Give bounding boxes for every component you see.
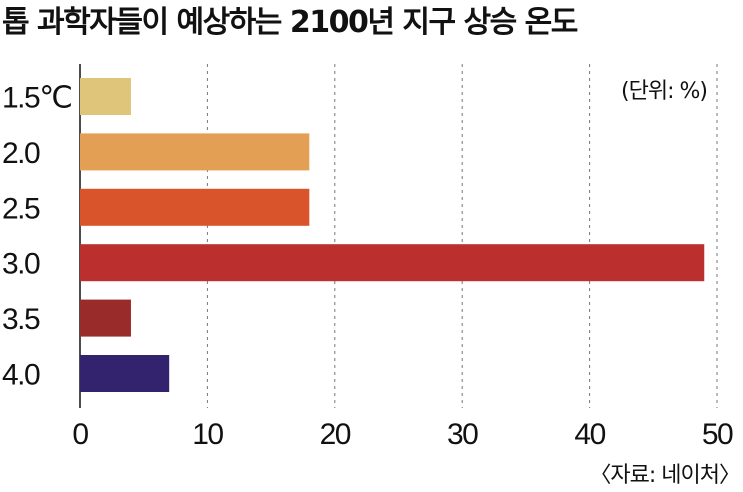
category-labels: 1.5℃ 2.0 2.5 3.0 3.5 4.0 [2,82,73,392]
unit-note: (단위: %) [621,79,707,104]
bar [80,299,131,337]
x-tick-label: 20 [320,418,351,451]
x-tick-label: 0 [72,418,88,451]
bar [80,188,310,226]
grid-lines [206,64,718,408]
x-tick-labels: 0 10 20 30 40 50 [72,418,734,451]
bar [80,133,310,171]
x-tick-label: 40 [574,418,605,451]
category-label: 2.5 [2,192,40,225]
category-label: 1.5℃ [2,82,71,115]
x-tick-label: 50 [702,418,733,451]
bars [80,78,705,392]
category-label: 3.0 [2,248,40,281]
x-tick-label: 30 [447,418,478,451]
chart-title: 톱 과학자들이 예상하는 2100년 지구 상승 온도 [2,5,578,40]
bar [80,355,170,392]
x-tick-label: 10 [192,418,223,451]
bar [80,244,705,282]
category-label: 4.0 [2,359,40,392]
bar [80,78,131,115]
category-label: 2.0 [2,137,40,170]
source-note: 〈자료: 네이처〉 [589,463,740,488]
category-label: 3.5 [2,303,40,336]
